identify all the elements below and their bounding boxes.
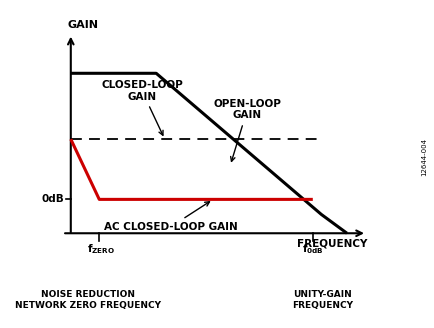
- Text: CLOSED-LOOP
GAIN: CLOSED-LOOP GAIN: [101, 80, 182, 135]
- Text: 0dB: 0dB: [42, 195, 64, 204]
- Text: UNITY-GAIN
FREQUENCY: UNITY-GAIN FREQUENCY: [292, 291, 352, 310]
- Text: OPEN-LOOP
GAIN: OPEN-LOOP GAIN: [213, 99, 281, 161]
- Text: 12644-004: 12644-004: [420, 138, 426, 176]
- Text: FREQUENCY: FREQUENCY: [296, 239, 366, 249]
- Text: AC CLOSED-LOOP GAIN: AC CLOSED-LOOP GAIN: [103, 202, 237, 232]
- Text: $\mathbf{f_{0dB}}$: $\mathbf{f_{0dB}}$: [301, 243, 323, 256]
- Text: $\mathbf{f_{ZERO}}$: $\mathbf{f_{ZERO}}$: [86, 243, 115, 256]
- Text: NOISE REDUCTION
NETWORK ZERO FREQUENCY: NOISE REDUCTION NETWORK ZERO FREQUENCY: [15, 291, 161, 310]
- Text: GAIN: GAIN: [68, 20, 99, 30]
